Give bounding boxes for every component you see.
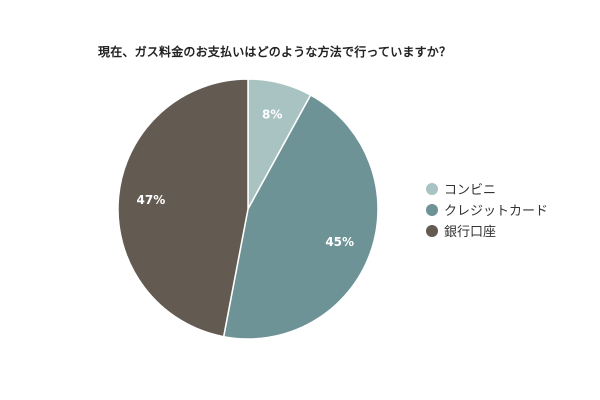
legend-swatch-convenience-store	[426, 182, 438, 195]
pie-slice-bank-account	[117, 78, 249, 338]
chart-title: 現在、ガス料金のお支払いはどのような方法で行っていますか？	[98, 45, 452, 59]
legend-label-bank-account: 銀行口座	[444, 225, 497, 240]
legend-item-bank-account: 銀行口座	[426, 220, 548, 241]
pie-slice-credit-card	[222, 94, 379, 340]
legend-label-credit-card: クレジットカード	[444, 204, 549, 219]
pie-label-convenience-store: 8%	[262, 108, 282, 122]
legend: コンビニ クレジットカード 銀行口座	[426, 178, 548, 241]
legend-swatch-credit-card	[426, 203, 438, 216]
legend-label-convenience-store: コンビニ	[444, 183, 497, 198]
legend-item-convenience-store: コンビニ	[426, 178, 548, 199]
pie-slices	[117, 78, 379, 340]
pie-value-labels: 8% 45% 47%	[137, 108, 355, 249]
pie-label-bank-account: 47%	[137, 193, 166, 207]
legend-item-credit-card: クレジットカード	[426, 199, 548, 220]
legend-swatch-bank-account	[426, 224, 438, 237]
pie-label-credit-card: 45%	[325, 235, 354, 249]
